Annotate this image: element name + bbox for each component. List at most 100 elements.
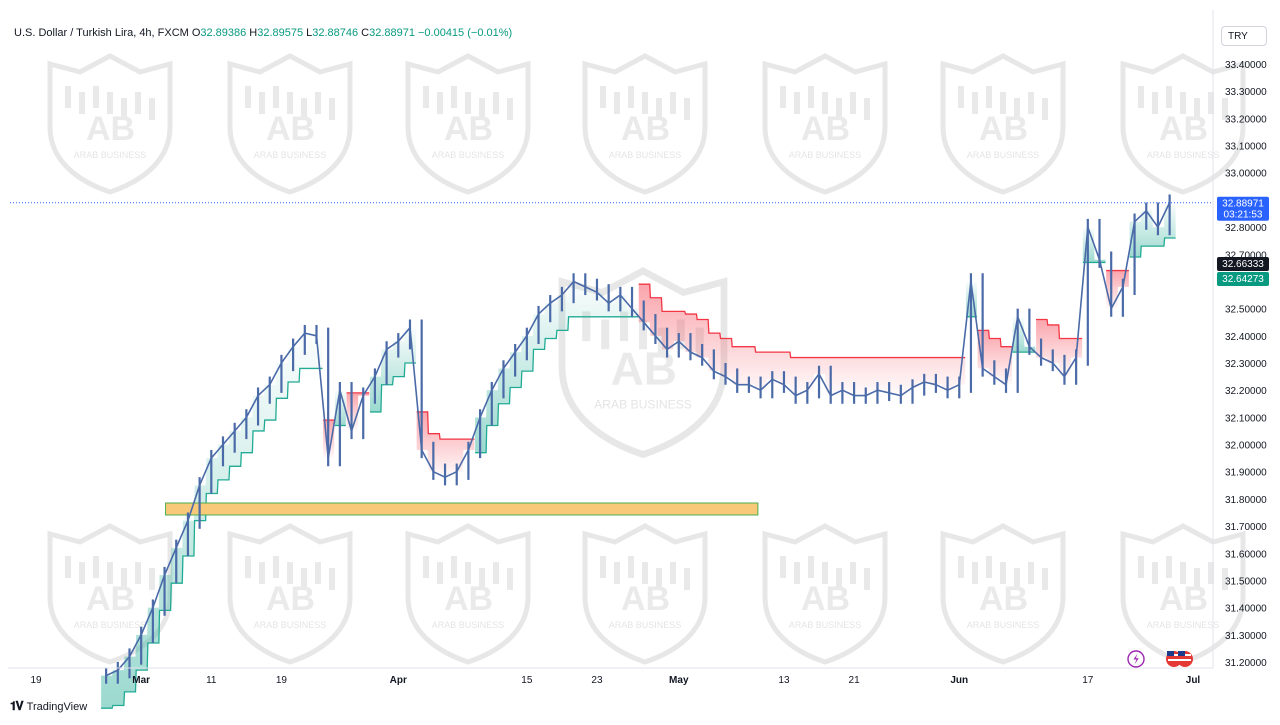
watermark-candle <box>614 562 620 584</box>
y-tick-label: 32.10000 <box>1225 413 1267 424</box>
flag-icon[interactable] <box>1166 651 1193 667</box>
lightning-icon[interactable] <box>1127 650 1145 668</box>
open-label: O <box>191 27 201 39</box>
supertrend-down-label-text: 32.66333 <box>1222 259 1264 270</box>
ohlc-legend[interactable]: U.S. Dollar / Turkish Lira, 4h, FXCM O32… <box>14 27 512 39</box>
watermark-letters: AB <box>979 110 1028 148</box>
watermark-shield: AB ARAB BUSINESS <box>227 53 353 195</box>
watermark-candle <box>1138 86 1144 108</box>
x-tick-label: 19 <box>30 675 42 686</box>
watermark-outline <box>405 53 531 195</box>
watermark-shield: AB ARAB BUSINESS <box>582 523 708 665</box>
high-label: H <box>249 27 258 39</box>
watermark-outline <box>940 53 1066 195</box>
supertrend-down-label-box <box>1217 257 1269 271</box>
currency-button[interactable]: TRY <box>1221 26 1267 46</box>
y-tick-label: 32.20000 <box>1225 386 1267 397</box>
watermark-shield: AB ARAB BUSINESS <box>582 53 708 195</box>
symbol-title[interactable]: U.S. Dollar / Turkish Lira, 4h, FXCM <box>14 27 189 39</box>
watermark-candle <box>437 92 443 114</box>
watermark-candle <box>1180 92 1186 114</box>
watermark-candle <box>1014 568 1020 590</box>
x-tick-label: Mar <box>132 675 150 686</box>
watermark-letters: AB <box>621 580 670 618</box>
watermark-outline <box>405 523 531 665</box>
watermark-candle <box>1208 562 1214 584</box>
watermark-candle <box>1166 86 1172 108</box>
watermark-outline <box>940 523 1066 665</box>
watermark-candle <box>479 98 485 120</box>
watermark-letters: AB <box>86 110 135 148</box>
watermark-candle <box>780 556 786 578</box>
watermark-candle <box>684 98 690 120</box>
supertrend-up-label-text: 32.64273 <box>1222 274 1264 285</box>
price-series <box>105 194 1171 684</box>
watermark-candle <box>794 92 800 114</box>
watermark-candle <box>121 98 127 120</box>
watermark-candle <box>79 562 85 584</box>
watermark-candle <box>1222 568 1228 590</box>
x-tick-label: 17 <box>1082 675 1094 686</box>
y-tick-label: 31.40000 <box>1225 604 1267 615</box>
x-tick-label: 11 <box>206 675 217 686</box>
tradingview-brand[interactable]: 𝟏𝐕 TradingView <box>10 699 87 714</box>
watermark-candle <box>582 311 591 342</box>
watermark-candle <box>670 92 676 114</box>
watermark-candle <box>600 556 606 578</box>
watermark-letters: AB <box>1159 580 1208 618</box>
downtrend-line <box>416 411 475 440</box>
watermark-candle <box>986 86 992 108</box>
watermark-candle <box>850 562 856 584</box>
downtrend-fill <box>1036 319 1083 377</box>
supertrend-lines <box>101 237 1176 709</box>
y-tick-label: 32.50000 <box>1225 305 1267 316</box>
watermark-candle <box>656 568 662 590</box>
watermark-shield: AB ARAB BUSINESS <box>1120 523 1246 665</box>
watermark-candle <box>1028 562 1034 584</box>
watermark-candle <box>822 562 828 584</box>
downtrend-line <box>638 283 966 359</box>
downtrend-line <box>1036 318 1083 340</box>
y-tick-label: 31.50000 <box>1225 576 1267 587</box>
watermark-candle <box>808 86 814 108</box>
watermark-text: ARAB BUSINESS <box>1147 150 1220 160</box>
y-tick-label: 31.30000 <box>1225 631 1267 642</box>
watermark-letters: AB <box>444 580 493 618</box>
watermark-shield: AB ARAB BUSINESS <box>1120 53 1246 195</box>
watermark-candle <box>808 556 814 578</box>
watermark-candle <box>601 319 610 350</box>
watermark-candle <box>836 568 842 590</box>
watermark-candle <box>656 98 662 120</box>
watermark-candle <box>1042 98 1048 120</box>
watermark-candle <box>493 562 499 584</box>
downtrend-fill <box>638 284 966 396</box>
watermark-shield: AB ARAB BUSINESS <box>47 53 173 195</box>
price-line <box>105 202 1171 677</box>
x-tick-label: May <box>669 675 689 686</box>
watermark-candle <box>135 92 141 114</box>
watermark-candle <box>93 556 99 578</box>
downtrend-fill <box>977 330 1013 385</box>
watermark-candle <box>1028 92 1034 114</box>
watermark-candle <box>65 86 71 108</box>
watermark-letters: AB <box>444 110 493 148</box>
support-zone-rect <box>165 502 759 516</box>
uptrend-line <box>475 316 639 454</box>
watermark-candle <box>135 562 141 584</box>
y-tick-label: 31.80000 <box>1225 495 1267 506</box>
watermark-letters: AB <box>801 110 850 148</box>
watermark-candle <box>1152 562 1158 584</box>
watermark-shield: AB ARAB BUSINESS <box>405 523 531 665</box>
open-value: 32.89386 <box>200 27 247 39</box>
y-tick-label: 33.20000 <box>1225 114 1267 125</box>
watermark-outline <box>227 523 353 665</box>
y-axis: 33.40000 33.30000 33.20000 33.10000 33.00000… <box>1225 60 1267 669</box>
watermark-text: ARAB BUSINESS <box>789 620 862 630</box>
watermark-candle <box>423 556 429 578</box>
watermark-text: ARAB BUSINESS <box>1147 620 1220 630</box>
watermark-letters: AB <box>611 342 677 394</box>
watermark-candle <box>121 568 127 590</box>
watermark-shield: AB ARAB BUSINESS <box>227 523 353 665</box>
x-tick-label: 23 <box>591 675 603 686</box>
